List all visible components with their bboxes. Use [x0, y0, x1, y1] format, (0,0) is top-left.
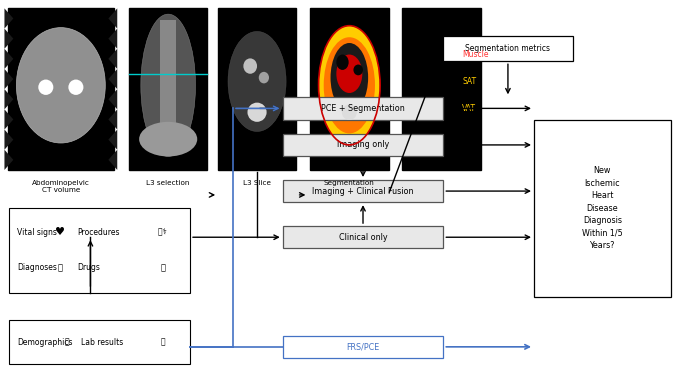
Bar: [310, 8, 388, 170]
Ellipse shape: [353, 64, 363, 75]
Polygon shape: [5, 8, 13, 29]
Polygon shape: [5, 29, 13, 49]
Ellipse shape: [336, 54, 349, 70]
Text: Abdominopelvic
CT volume: Abdominopelvic CT volume: [32, 179, 90, 193]
Polygon shape: [5, 109, 13, 130]
Polygon shape: [108, 150, 117, 170]
Polygon shape: [5, 89, 13, 109]
Ellipse shape: [342, 105, 357, 120]
Text: Segmentation metrics: Segmentation metrics: [465, 44, 551, 53]
Polygon shape: [5, 150, 13, 170]
Text: SAT: SAT: [462, 77, 476, 86]
Text: New
Ischemic
Heart
Disease
Diagnosis
Within 1/5
Years?: New Ischemic Heart Disease Diagnosis Wit…: [582, 166, 623, 251]
Text: FRS/PCE: FRS/PCE: [347, 342, 379, 351]
Text: Lab results: Lab results: [81, 337, 123, 347]
Bar: [129, 8, 208, 170]
Bar: [283, 97, 443, 120]
Polygon shape: [108, 8, 117, 29]
Polygon shape: [108, 89, 117, 109]
Polygon shape: [5, 69, 13, 89]
Text: Demographics: Demographics: [17, 337, 73, 347]
Polygon shape: [108, 130, 117, 150]
Bar: [283, 180, 443, 202]
Bar: [534, 120, 671, 297]
Text: Segmentation: Segmentation: [324, 179, 375, 186]
Ellipse shape: [331, 43, 368, 112]
Bar: [9, 320, 190, 364]
Ellipse shape: [16, 28, 105, 143]
Text: Clinical only: Clinical only: [338, 233, 387, 242]
Text: ♥: ♥: [55, 227, 65, 237]
Ellipse shape: [141, 14, 195, 156]
Bar: [443, 36, 573, 61]
Text: Diagnoses: Diagnoses: [17, 263, 57, 272]
Bar: [283, 134, 443, 156]
Text: 🧑‍⚕: 🧑‍⚕: [158, 228, 167, 237]
Text: 🪪: 🪪: [64, 337, 69, 347]
Ellipse shape: [336, 54, 362, 93]
Polygon shape: [5, 130, 13, 150]
Text: PCE + Segmentation: PCE + Segmentation: [321, 104, 405, 113]
Polygon shape: [108, 109, 117, 130]
Polygon shape: [108, 29, 117, 49]
Bar: [218, 8, 297, 170]
Polygon shape: [5, 49, 13, 69]
Bar: [9, 208, 190, 293]
Text: Muscle: Muscle: [462, 50, 488, 59]
Polygon shape: [108, 69, 117, 89]
Bar: [283, 226, 443, 248]
Ellipse shape: [259, 72, 269, 83]
Ellipse shape: [228, 32, 286, 132]
Ellipse shape: [139, 122, 197, 156]
Ellipse shape: [247, 103, 266, 122]
Bar: [8, 8, 114, 170]
Text: L3 Slice: L3 Slice: [243, 179, 271, 186]
Text: L3 selection: L3 selection: [147, 179, 190, 186]
Text: 💊: 💊: [160, 263, 165, 272]
Text: Procedures: Procedures: [77, 228, 120, 237]
Ellipse shape: [319, 26, 380, 145]
Ellipse shape: [68, 80, 84, 95]
Bar: [160, 20, 176, 151]
Bar: [283, 336, 443, 358]
Ellipse shape: [324, 37, 375, 134]
Text: Imaging + Clinical Fusion: Imaging + Clinical Fusion: [312, 186, 414, 196]
Text: VAT: VAT: [462, 104, 476, 113]
Bar: [402, 8, 481, 170]
Polygon shape: [108, 49, 117, 69]
Ellipse shape: [243, 58, 257, 74]
Ellipse shape: [38, 80, 53, 95]
Text: Vital signs: Vital signs: [17, 228, 57, 237]
Text: Imaging only: Imaging only: [337, 141, 389, 149]
Text: 🧪: 🧪: [160, 337, 165, 347]
Text: 📋: 📋: [58, 263, 62, 272]
Text: Drugs: Drugs: [77, 263, 100, 272]
